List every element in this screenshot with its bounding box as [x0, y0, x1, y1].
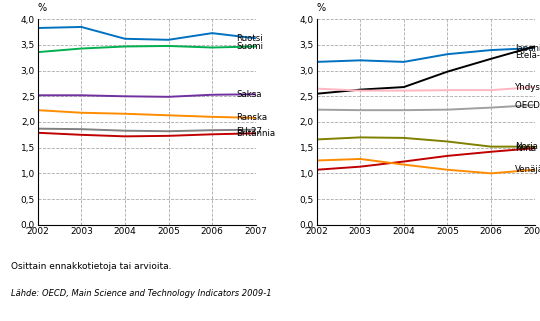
- Text: Ruotsi: Ruotsi: [236, 34, 262, 43]
- Text: %: %: [316, 3, 326, 13]
- Text: Lähde: OECD, Main Science and Technology Indicators 2009-1: Lähde: OECD, Main Science and Technology…: [11, 289, 272, 298]
- Text: %: %: [38, 3, 47, 13]
- Text: Etelä-Korea: Etelä-Korea: [515, 51, 540, 60]
- Text: OECD yht.: OECD yht.: [515, 100, 540, 109]
- Text: Ranska: Ranska: [236, 113, 267, 122]
- Text: EU-27: EU-27: [236, 127, 262, 136]
- Text: Venäjä: Venäjä: [515, 165, 540, 174]
- Text: Osittain ennakkotietoja tai arvioita.: Osittain ennakkotietoja tai arvioita.: [11, 262, 171, 271]
- Text: Saksa: Saksa: [236, 90, 261, 99]
- Text: Japani: Japani: [515, 44, 540, 53]
- Text: Yhdysvallat: Yhdysvallat: [515, 82, 540, 91]
- Text: Norja: Norja: [515, 142, 538, 151]
- Text: Kiina: Kiina: [515, 144, 536, 153]
- Text: Suomi: Suomi: [236, 42, 263, 51]
- Text: Britannia: Britannia: [236, 129, 275, 138]
